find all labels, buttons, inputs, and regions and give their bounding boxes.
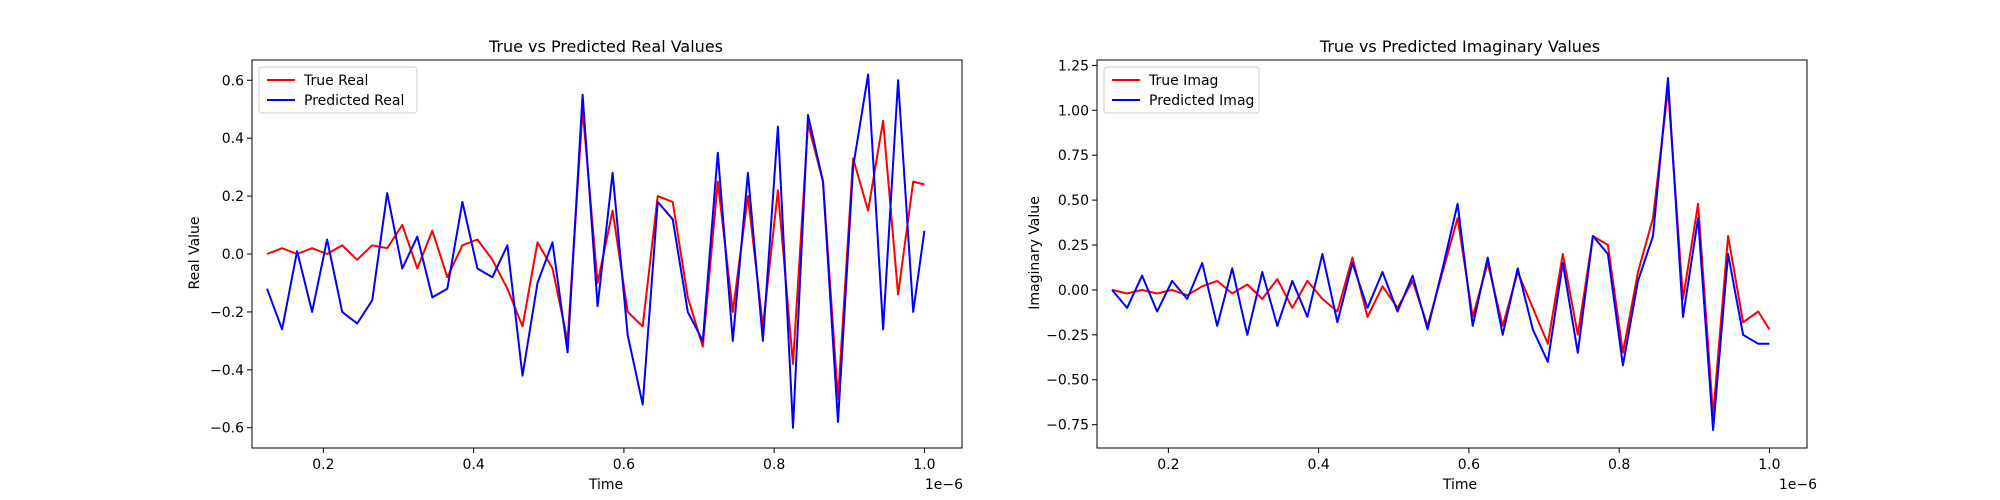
tick-layer: 0.2 0.4 0.6 0.8 1.0 −0.6 −0.4 −0.2 0.0 0.2 0.4 0.6: [210, 73, 936, 473]
real-values-chart: True vs Predicted Real Values Time Real …: [187, 37, 963, 493]
legend-box: [258, 66, 418, 114]
legend: True Imag Predicted Imag: [1103, 66, 1260, 114]
imaginary-values-chart: True vs Predicted Imaginary Values Time …: [1027, 37, 1817, 493]
series-line-1: [1111, 77, 1770, 431]
plot-area: 0.2 0.4 0.6 0.8 1.0 −0.6 −0.4 −0.2 0.0 0.2 0.4 0.6: [210, 59, 963, 473]
y-tick-label: −0.6: [210, 421, 244, 437]
x-tick-label: 0.2: [1157, 457, 1179, 473]
series-layer: [1111, 77, 1771, 431]
y-tick-label: 1.25: [1058, 58, 1089, 74]
chart-title: True vs Predicted Imaginary Values: [1319, 37, 1600, 56]
y-tick-label: 0.75: [1058, 148, 1089, 164]
x-tick-label: 0.4: [1308, 457, 1330, 473]
y-tick-label: 0.50: [1058, 193, 1089, 209]
x-offset-label: 1e−6: [925, 477, 963, 493]
legend-box: [1103, 66, 1260, 114]
series-layer: [266, 73, 926, 429]
x-tick-label: 0.4: [463, 457, 485, 473]
x-tick-label: 0.8: [1608, 457, 1630, 473]
y-tick-label: 0.4: [222, 131, 244, 147]
plot-area: 0.2 0.4 0.6 0.8 1.0 −0.75 −0.50 −0.25 0.00 0.25 0.…: [1046, 58, 1808, 473]
x-tick-label: 0.2: [312, 457, 334, 473]
series-line-1: [266, 73, 926, 429]
x-tick-label: 0.8: [763, 457, 785, 473]
legend-label: Predicted Real: [304, 93, 404, 109]
y-tick-label: 0.25: [1058, 238, 1089, 254]
legend-label: Predicted Imag: [1149, 93, 1254, 109]
legend-label: True Real: [303, 73, 368, 89]
x-axis-label: Time: [588, 477, 623, 493]
y-tick-label: −0.75: [1046, 418, 1089, 434]
x-tick-label: 1.0: [1758, 457, 1780, 473]
y-axis-label: Imaginary Value: [1027, 196, 1043, 310]
y-tick-label: 1.00: [1058, 103, 1089, 119]
axes-frame: [251, 59, 963, 449]
legend: True Real Predicted Real: [258, 66, 418, 114]
x-axis-label: Time: [1442, 477, 1477, 493]
y-tick-label: 0.0: [222, 247, 244, 263]
tick-layer: 0.2 0.4 0.6 0.8 1.0 −0.75 −0.50 −0.25 0.00 0.25 0.…: [1046, 58, 1780, 473]
y-tick-label: −0.2: [210, 305, 244, 321]
y-tick-label: −0.4: [210, 363, 244, 379]
chart-title: True vs Predicted Real Values: [488, 37, 723, 56]
x-tick-label: 1.0: [913, 457, 935, 473]
axes-frame: [1096, 59, 1808, 449]
x-tick-label: 0.6: [613, 457, 635, 473]
x-tick-label: 0.6: [1458, 457, 1480, 473]
y-tick-label: −0.50: [1046, 373, 1089, 389]
y-tick-label: 0.2: [222, 189, 244, 205]
y-axis-label: Real Value: [187, 216, 203, 289]
x-offset-label: 1e−6: [1779, 477, 1817, 493]
legend-label: True Imag: [1148, 73, 1218, 89]
y-tick-label: 0.00: [1058, 283, 1089, 299]
y-tick-label: 0.6: [222, 73, 244, 89]
y-tick-label: −0.25: [1046, 328, 1089, 344]
